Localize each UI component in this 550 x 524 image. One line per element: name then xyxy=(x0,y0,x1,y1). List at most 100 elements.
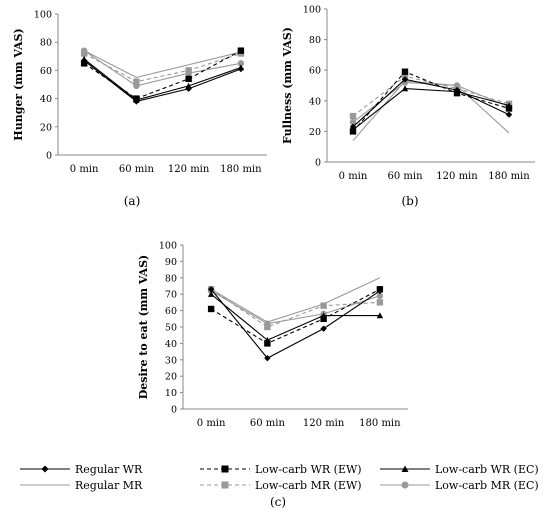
panel-a-point xyxy=(185,70,192,77)
panel-b-point xyxy=(349,126,357,133)
panel-a-y-tick-label: 0 xyxy=(46,151,52,162)
legend-marker xyxy=(221,481,229,489)
panel-b-series-line xyxy=(352,87,510,131)
panel-c-x-tick-label: 120 min xyxy=(303,418,345,429)
panel-b-y-tick-label: 60 xyxy=(309,66,321,77)
panel-c-point xyxy=(264,320,271,327)
panel-c-point xyxy=(376,292,384,300)
panel-c-point xyxy=(320,312,327,319)
panel-c-y-tick-label: 50 xyxy=(165,323,177,334)
panel-c-label: (c) xyxy=(270,495,286,509)
panel-a-x-tick-label: 0 min xyxy=(70,164,99,175)
panel-b-point xyxy=(453,82,461,89)
panel-c-y-axis-title: Desire to eat (mm VAS) xyxy=(137,255,150,400)
panel-a-series-line xyxy=(83,50,242,100)
panel-c-series-line xyxy=(210,288,381,359)
panel-b-series-line xyxy=(352,81,510,123)
panel-c-point xyxy=(264,340,271,347)
legend-marker xyxy=(401,481,409,489)
legend-label: Regular WR xyxy=(75,463,143,476)
legend-marker xyxy=(221,465,229,473)
panel-a-point xyxy=(185,82,192,89)
legend-marker xyxy=(401,465,409,472)
legend-label: Low-carb WR (EW) xyxy=(255,463,362,476)
legend-label: Low-carb MR (EC) xyxy=(435,479,539,492)
panel-a-point xyxy=(80,55,88,62)
legend-label: Low-carb MR (EW) xyxy=(255,479,362,492)
panel-a-point xyxy=(185,75,192,83)
panel-b-point xyxy=(453,88,461,95)
panel-b-y-tick-label: 20 xyxy=(309,127,321,138)
panel-c-series-line xyxy=(210,293,380,341)
panel-b-point xyxy=(401,85,409,92)
legend-label: Regular MR xyxy=(75,479,143,492)
panel-c-series-line xyxy=(210,288,381,345)
panel-c-y-tick-label: 40 xyxy=(165,339,177,350)
panel-c-point xyxy=(320,302,327,309)
panel-b-series-line xyxy=(352,80,510,141)
panel-b-x-tick-label: 0 min xyxy=(339,171,368,182)
panel-b-series-line xyxy=(352,78,510,128)
panel-a-series-line xyxy=(83,52,242,83)
panel-c-series-line xyxy=(210,288,380,328)
panel-c-y-tick-label: 0 xyxy=(171,405,177,416)
panel-c-x-tick-label: 180 min xyxy=(359,418,401,429)
legend-marker xyxy=(41,465,49,473)
panel-a-point xyxy=(237,60,245,67)
panel-c-point xyxy=(207,305,215,313)
panel-c-y-tick-label: 20 xyxy=(165,372,177,383)
panel-b-point xyxy=(505,105,513,112)
panel-a-point xyxy=(80,47,88,54)
panel-b-point xyxy=(349,112,357,120)
panel-a-point xyxy=(80,60,88,67)
panel-b-y-tick-label: 80 xyxy=(309,35,321,46)
panel-a-point xyxy=(133,78,140,85)
panel-c-y-tick-label: 70 xyxy=(165,290,177,301)
panel-c-point xyxy=(376,286,384,293)
panel-a-y-axis-title: Hunger (mm VAS) xyxy=(12,28,25,140)
panel-b-point xyxy=(505,111,513,118)
panel-b-point xyxy=(401,76,409,83)
panel-b-x-tick-label: 120 min xyxy=(436,171,478,182)
panel-a-y-tick-label: 100 xyxy=(34,10,52,21)
panel-a-point xyxy=(133,82,140,90)
panel-a-y-tick-label: 80 xyxy=(40,38,52,49)
panel-a-point xyxy=(237,64,245,71)
panel-b-series-line xyxy=(352,71,510,132)
panel-c-point xyxy=(376,299,384,306)
legend-label: Low-carb WR (EC) xyxy=(435,463,539,476)
panel-a-point xyxy=(133,96,140,103)
panel-a-series-line xyxy=(83,50,241,87)
panel-b-x-tick-label: 180 min xyxy=(488,171,530,182)
panel-c-point xyxy=(264,354,271,362)
panel-a-y-tick-label: 20 xyxy=(40,122,52,133)
panel-b-point xyxy=(349,119,357,126)
panel-c-y-tick-label: 60 xyxy=(165,306,177,317)
panel-a-x-tick-label: 120 min xyxy=(168,164,210,175)
panel-b-y-tick-label: 40 xyxy=(309,96,321,107)
panel-b-y-axis-title: Fullness (mm VAS) xyxy=(281,27,294,144)
panel-a-x-tick-label: 180 min xyxy=(220,164,262,175)
panel-a-series-line xyxy=(83,50,242,79)
panel-c-y-tick-label: 80 xyxy=(165,273,177,284)
panel-a-label: (a) xyxy=(124,194,141,208)
panel-c-y-tick-label: 30 xyxy=(165,355,177,366)
panel-b-label: (b) xyxy=(401,194,418,208)
panel-c-y-tick-label: 100 xyxy=(159,241,177,252)
panel-c-point xyxy=(207,286,215,293)
panel-a-y-tick-label: 60 xyxy=(40,66,52,77)
panel-a-series-line xyxy=(83,58,242,101)
panel-c-point xyxy=(320,325,327,332)
panel-c-x-tick-label: 60 min xyxy=(250,418,286,429)
panel-b-point xyxy=(505,102,513,109)
panel-c-x-tick-label: 0 min xyxy=(197,418,226,429)
panel-c-series-line xyxy=(210,290,381,325)
panel-c-y-tick-label: 10 xyxy=(165,388,177,399)
panel-c-point xyxy=(320,315,327,322)
panel-c-point xyxy=(264,323,271,331)
panel-c-y-tick-label: 90 xyxy=(165,257,177,268)
panel-a-y-tick-label: 40 xyxy=(40,94,52,105)
panel-b-y-tick-label: 100 xyxy=(303,5,321,16)
